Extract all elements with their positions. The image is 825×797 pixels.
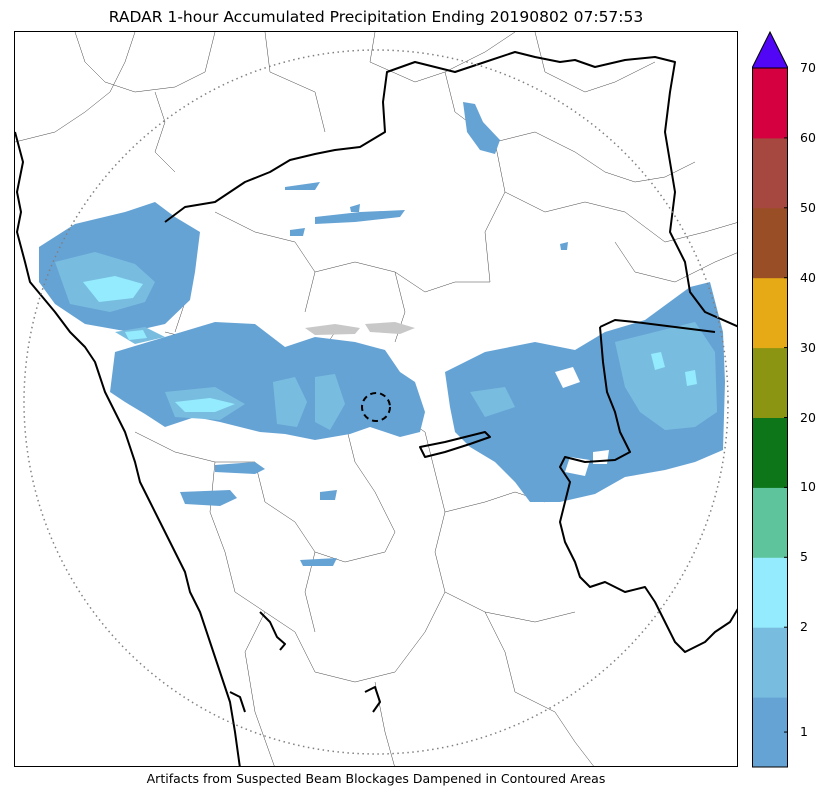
colorbar-tick-label: 10 [800, 479, 816, 495]
colorbar-tick-label: 60 [800, 129, 816, 145]
colorbar-tick-label: 70 [800, 60, 816, 75]
colorbar-tick-label: 50 [800, 199, 816, 215]
colorbar-segment [752, 557, 788, 628]
colorbar-tick-label: 20 [800, 409, 816, 425]
colorbar-segment [752, 347, 788, 418]
map-caption: Artifacts from Suspected Beam Blockages … [146, 771, 606, 786]
colorbar-segment [752, 277, 788, 349]
colorbar-tick-label: 30 [800, 339, 816, 355]
colorbar-tick-label: 1 [800, 724, 808, 740]
colorbar-tick-label: 2 [800, 619, 808, 635]
colorbar-segment [752, 697, 788, 768]
colorbar-segment [752, 68, 788, 139]
colorbar-tick-label: 40 [800, 269, 816, 285]
blockage-artifact [305, 322, 415, 335]
state-boundaries [15, 51, 737, 766]
range-ring [23, 49, 729, 755]
plot-title: RADAR 1-hour Accumulated Precipitation E… [108, 8, 644, 26]
colorbar-segment [752, 627, 788, 698]
blockage-marker [361, 392, 391, 422]
map-canvas [15, 32, 737, 766]
colorbar-segment [752, 207, 788, 279]
colorbar [752, 30, 788, 768]
colorbar-segment [752, 417, 788, 488]
colorbar-segment [752, 487, 788, 558]
precip-heavy [83, 276, 697, 412]
radar-map [14, 31, 738, 767]
colorbar-over-arrow [752, 30, 788, 69]
colorbar-segment [752, 137, 788, 209]
colorbar-tick-label: 5 [800, 549, 808, 565]
